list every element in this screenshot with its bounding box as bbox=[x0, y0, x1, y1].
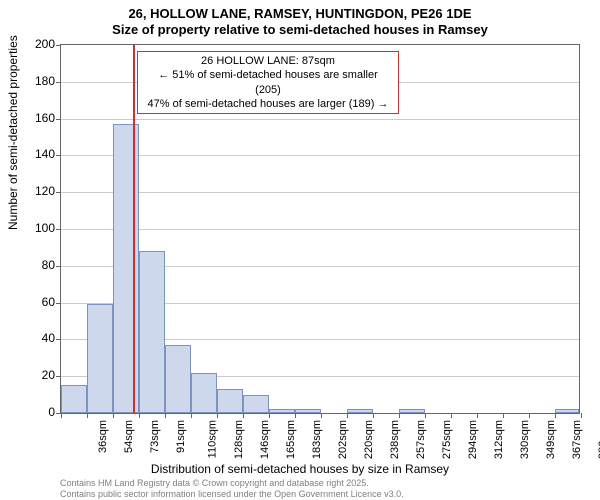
histogram-bar bbox=[87, 304, 113, 413]
xtick-mark bbox=[295, 413, 296, 418]
annotation-line: 26 HOLLOW LANE: 87sqm bbox=[144, 54, 392, 68]
ytick-label: 180 bbox=[15, 74, 55, 88]
ytick-label: 100 bbox=[15, 221, 55, 235]
ytick-mark bbox=[56, 82, 61, 83]
footer-copyright-1: Contains HM Land Registry data © Crown c… bbox=[60, 478, 369, 488]
histogram-bar bbox=[269, 409, 295, 413]
xtick-mark bbox=[269, 413, 270, 418]
xtick-label: 202sqm bbox=[337, 420, 349, 459]
histogram-bar bbox=[347, 409, 373, 413]
xtick-label: 128sqm bbox=[233, 420, 245, 459]
xtick-mark bbox=[243, 413, 244, 418]
annotation-box: 26 HOLLOW LANE: 87sqm← 51% of semi-detac… bbox=[137, 51, 399, 114]
xtick-mark bbox=[191, 413, 192, 418]
chart-container: 26, HOLLOW LANE, RAMSEY, HUNTINGDON, PE2… bbox=[0, 0, 600, 500]
xtick-label: 183sqm bbox=[311, 420, 323, 459]
xtick-label: 367sqm bbox=[571, 420, 583, 459]
ytick-mark bbox=[56, 192, 61, 193]
ytick-mark bbox=[56, 266, 61, 267]
ytick-label: 140 bbox=[15, 147, 55, 161]
xtick-mark bbox=[477, 413, 478, 418]
ytick-mark bbox=[56, 155, 61, 156]
x-axis-label: Distribution of semi-detached houses by … bbox=[0, 462, 600, 476]
xtick-label: 257sqm bbox=[415, 420, 427, 459]
xtick-mark bbox=[113, 413, 114, 418]
histogram-bar bbox=[113, 124, 139, 413]
xtick-label: 146sqm bbox=[259, 420, 271, 459]
histogram-bar bbox=[243, 395, 269, 413]
xtick-label: 275sqm bbox=[441, 420, 453, 459]
xtick-label: 54sqm bbox=[123, 420, 135, 453]
xtick-label: 73sqm bbox=[149, 420, 161, 453]
ytick-label: 80 bbox=[15, 258, 55, 272]
xtick-mark bbox=[165, 413, 166, 418]
xtick-mark bbox=[321, 413, 322, 418]
chart-title-sub: Size of property relative to semi-detach… bbox=[0, 22, 600, 37]
ytick-mark bbox=[56, 229, 61, 230]
xtick-mark bbox=[555, 413, 556, 418]
chart-title-main: 26, HOLLOW LANE, RAMSEY, HUNTINGDON, PE2… bbox=[0, 6, 600, 21]
xtick-mark bbox=[399, 413, 400, 418]
xtick-mark bbox=[61, 413, 62, 418]
xtick-label: 238sqm bbox=[389, 420, 401, 459]
xtick-label: 294sqm bbox=[467, 420, 479, 459]
xtick-label: 91sqm bbox=[175, 420, 187, 453]
ytick-label: 0 bbox=[15, 405, 55, 419]
ytick-label: 160 bbox=[15, 111, 55, 125]
xtick-mark bbox=[139, 413, 140, 418]
ytick-mark bbox=[56, 376, 61, 377]
xtick-mark bbox=[425, 413, 426, 418]
ytick-label: 20 bbox=[15, 368, 55, 382]
xtick-mark bbox=[217, 413, 218, 418]
histogram-bar bbox=[217, 389, 243, 413]
xtick-mark bbox=[581, 413, 582, 418]
property-marker-line bbox=[133, 45, 135, 413]
y-axis-label: Number of semi-detached properties bbox=[6, 35, 20, 230]
ytick-mark bbox=[56, 339, 61, 340]
ytick-label: 120 bbox=[15, 184, 55, 198]
ytick-mark bbox=[56, 303, 61, 304]
xtick-label: 165sqm bbox=[285, 420, 297, 459]
ytick-mark bbox=[56, 45, 61, 46]
histogram-bar bbox=[61, 385, 87, 413]
xtick-label: 36sqm bbox=[97, 420, 109, 453]
footer-copyright-2: Contains public sector information licen… bbox=[60, 489, 404, 499]
xtick-mark bbox=[373, 413, 374, 418]
xtick-label: 312sqm bbox=[493, 420, 505, 459]
xtick-label: 349sqm bbox=[545, 420, 557, 459]
xtick-label: 220sqm bbox=[363, 420, 375, 459]
ytick-label: 40 bbox=[15, 331, 55, 345]
xtick-mark bbox=[347, 413, 348, 418]
xtick-label: 330sqm bbox=[519, 420, 531, 459]
ytick-label: 200 bbox=[15, 37, 55, 51]
ytick-mark bbox=[56, 119, 61, 120]
plot-area: 26 HOLLOW LANE: 87sqm← 51% of semi-detac… bbox=[60, 44, 580, 414]
gridline bbox=[61, 119, 579, 120]
xtick-mark bbox=[503, 413, 504, 418]
ytick-label: 60 bbox=[15, 295, 55, 309]
histogram-bar bbox=[165, 345, 191, 413]
annotation-line: ← 51% of semi-detached houses are smalle… bbox=[144, 68, 392, 97]
histogram-bar bbox=[555, 409, 579, 413]
xtick-mark bbox=[529, 413, 530, 418]
histogram-bar bbox=[139, 251, 165, 413]
xtick-mark bbox=[87, 413, 88, 418]
annotation-line: 47% of semi-detached houses are larger (… bbox=[144, 97, 392, 111]
xtick-mark bbox=[451, 413, 452, 418]
histogram-bar bbox=[295, 409, 321, 413]
histogram-bar bbox=[191, 373, 217, 413]
xtick-label: 110sqm bbox=[206, 420, 218, 458]
histogram-bar bbox=[399, 409, 425, 413]
